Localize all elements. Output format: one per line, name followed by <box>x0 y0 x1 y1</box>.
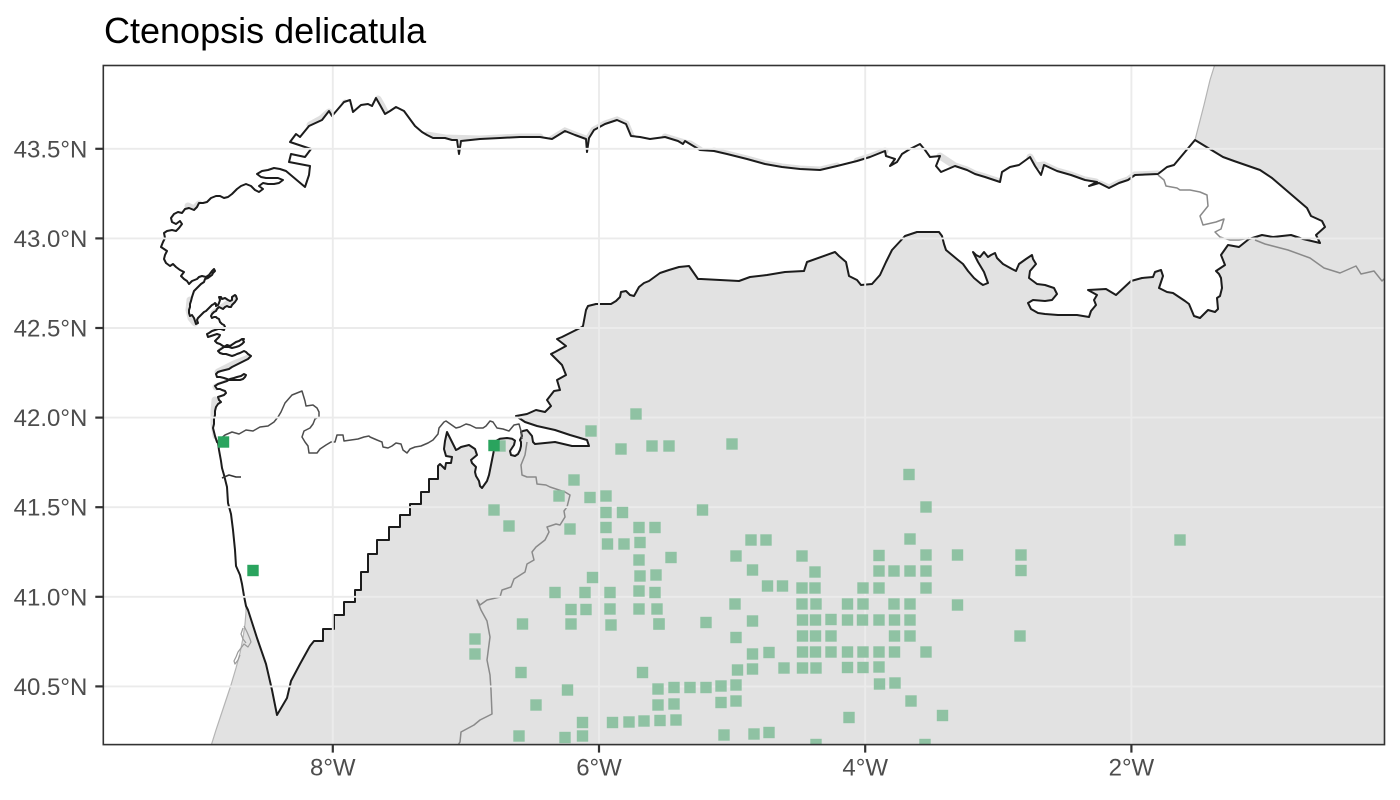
svg-text:6°W: 6°W <box>576 754 622 781</box>
svg-text:8°W: 8°W <box>310 754 356 781</box>
svg-text:41.5°N: 41.5°N <box>14 495 88 522</box>
svg-text:40.5°N: 40.5°N <box>14 674 88 701</box>
svg-text:2°W: 2°W <box>1109 754 1155 781</box>
svg-text:4°W: 4°W <box>842 754 888 781</box>
svg-text:41.0°N: 41.0°N <box>14 584 88 611</box>
svg-text:Ctenopsis delicatula: Ctenopsis delicatula <box>104 10 427 51</box>
svg-text:43.5°N: 43.5°N <box>14 136 88 163</box>
svg-text:43.0°N: 43.0°N <box>14 226 88 253</box>
svg-text:42.5°N: 42.5°N <box>14 316 88 343</box>
svg-text:42.0°N: 42.0°N <box>14 405 88 432</box>
